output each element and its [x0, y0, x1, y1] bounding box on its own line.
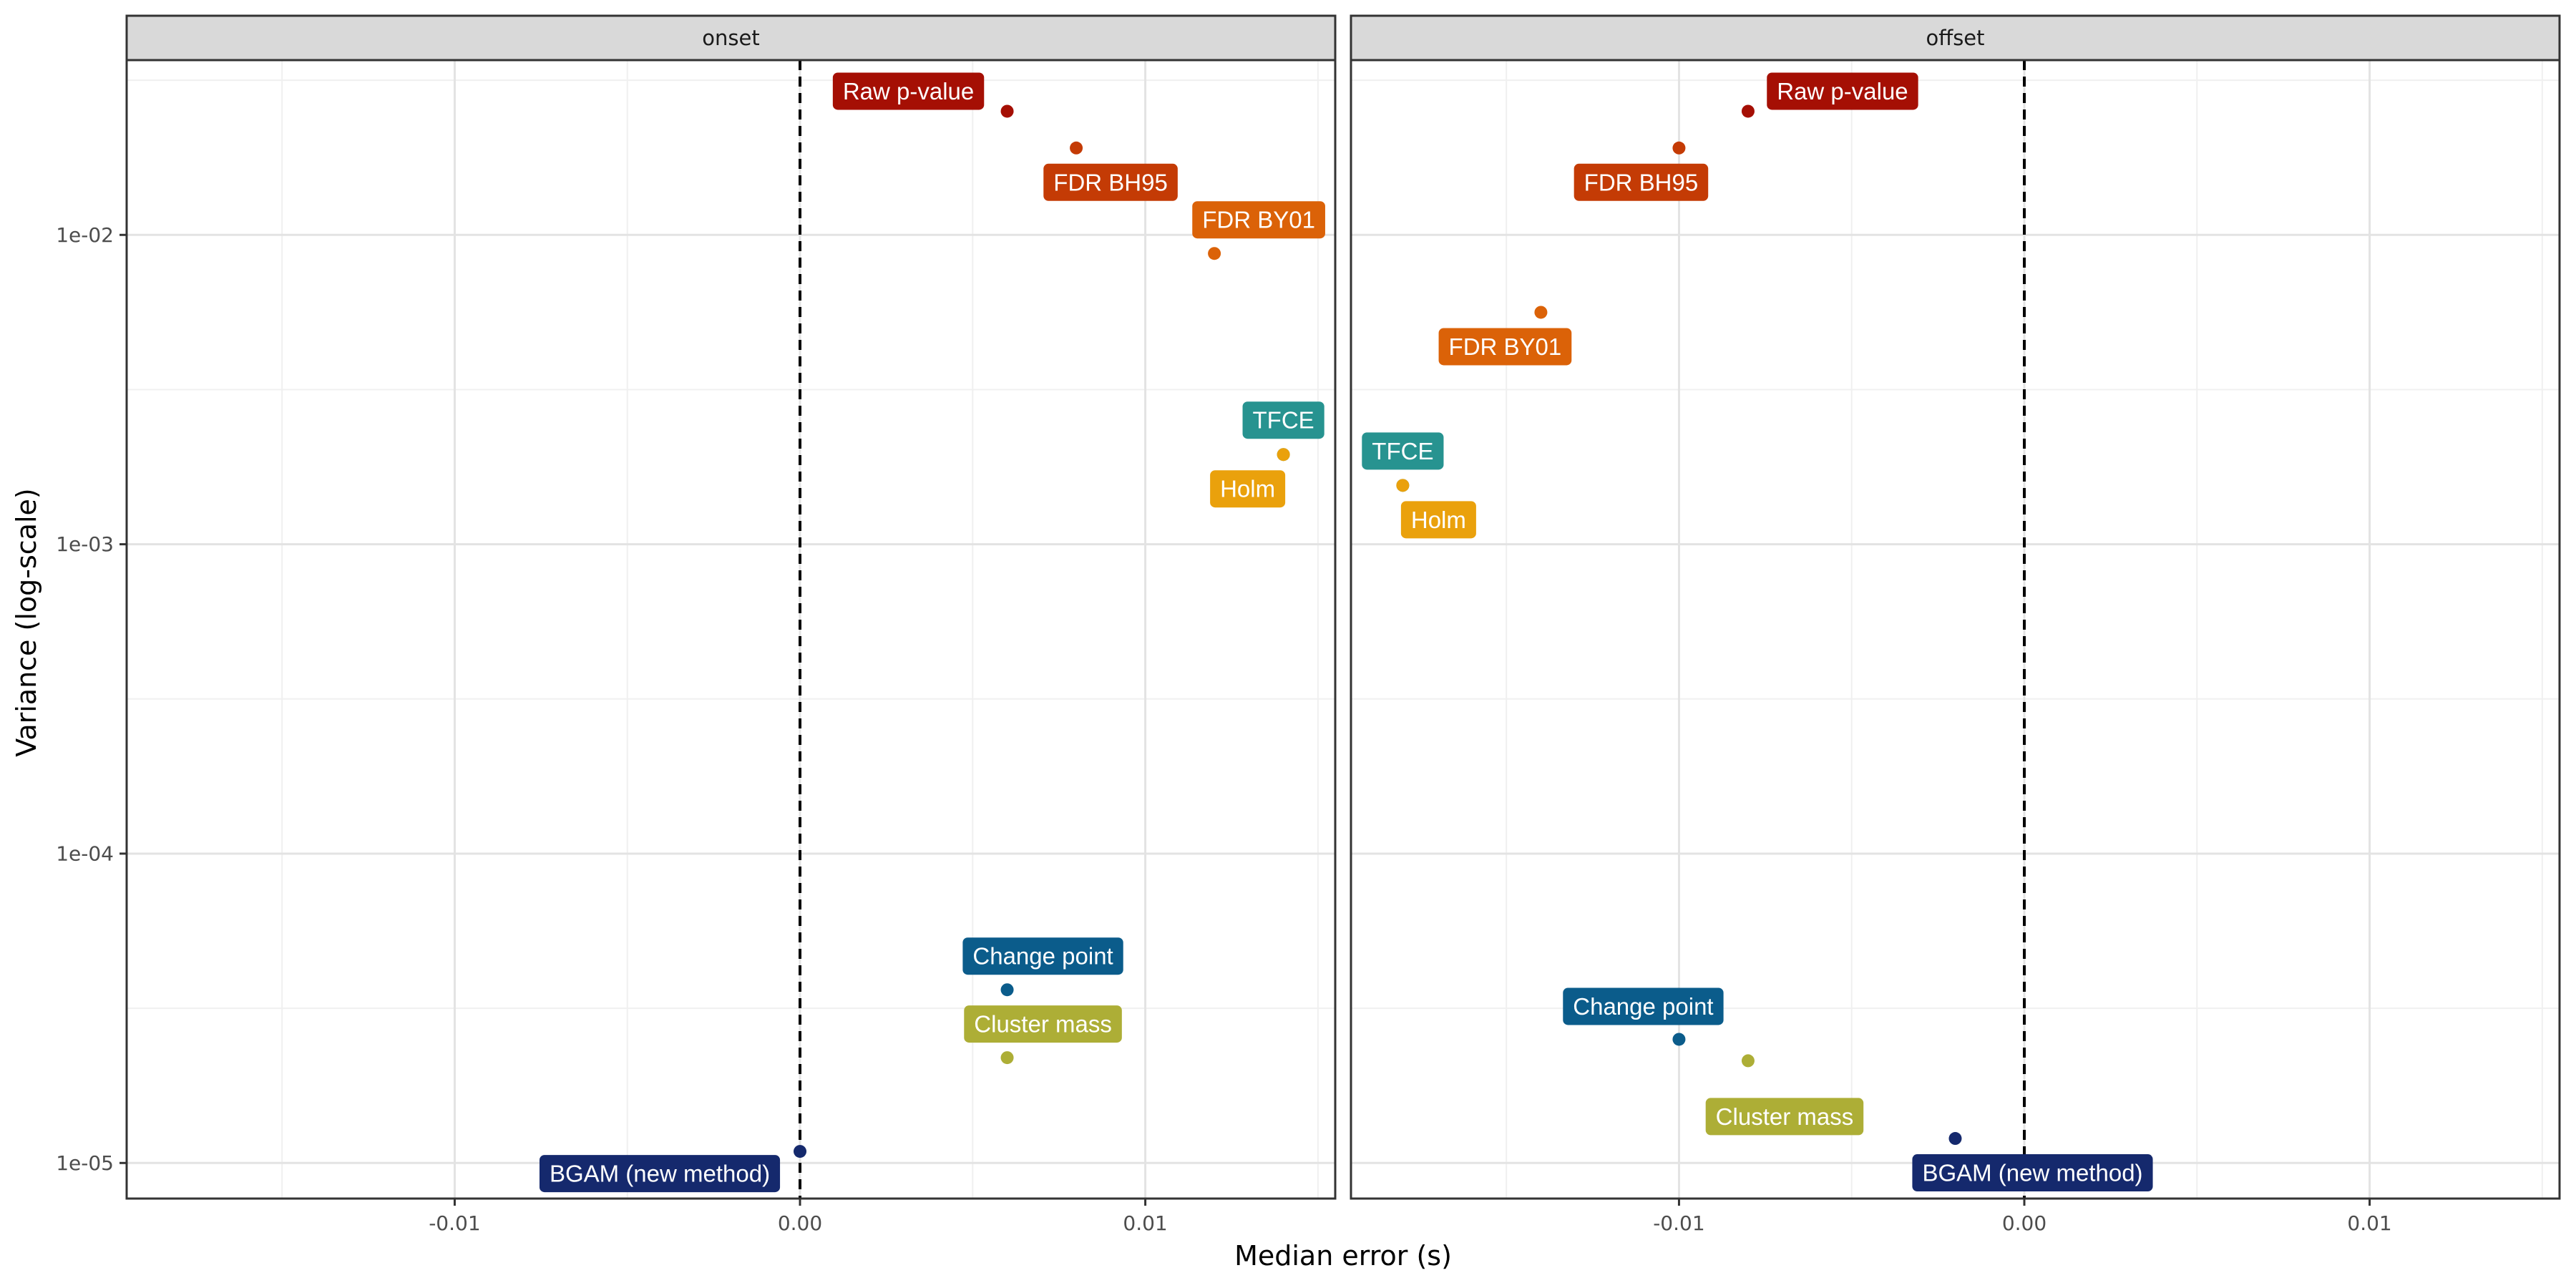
- data-point-fdr-bh95: [1672, 141, 1686, 155]
- point-label-box: [1563, 987, 1724, 1025]
- point-label-fdr-by01: FDR BY01: [1438, 328, 1572, 366]
- data-point-raw-p-value: [1741, 104, 1755, 118]
- point-label-box: [1438, 328, 1572, 366]
- x-axis: -0.01 0.00 0.01 -0.01 0.00 0.01: [429, 1199, 2392, 1235]
- point-label-holm: Holm: [1400, 501, 1476, 539]
- point-label-box: [539, 1155, 781, 1193]
- point-label-fdr-bh95: FDR BH95: [1574, 163, 1709, 201]
- point-label-box: [962, 937, 1123, 975]
- point-label-box: [1400, 501, 1476, 539]
- point-label-text: Cluster mass: [1716, 1103, 1854, 1130]
- x-tick-label: 0.00: [778, 1211, 822, 1235]
- x-tick-label: 0.00: [2002, 1211, 2046, 1235]
- data-point-cluster-mass: [1000, 1051, 1014, 1065]
- data-point-raw-p-value: [1000, 104, 1014, 118]
- point-label-fdr-bh95: FDR BH95: [1043, 163, 1178, 201]
- facet-strip-label: offset: [1926, 26, 1984, 50]
- point-label-text: Change point: [1573, 993, 1713, 1020]
- y-axis-title: Variance (log-scale): [11, 488, 42, 756]
- point-label-text: BGAM (new method): [550, 1161, 770, 1187]
- point-label-text: FDR BY01: [1449, 333, 1562, 360]
- point-label-text: FDR BH95: [1053, 169, 1168, 195]
- point-label-box: [1705, 1098, 1864, 1136]
- x-tick-label: -0.01: [429, 1211, 480, 1235]
- point-label-text: Change point: [972, 943, 1113, 970]
- point-label-box: [1192, 201, 1325, 239]
- point-label-bgam-new-method: BGAM (new method): [1912, 1154, 2153, 1192]
- point-label-text: Holm: [1411, 507, 1466, 533]
- panel-onset: Raw p-value FDR BH95 FDR BY01 TFCE Holm Chang…: [125, 14, 1337, 1200]
- point-label-raw-p-value: Raw p-value: [1767, 72, 1918, 110]
- point-label-text: Raw p-value: [843, 78, 974, 104]
- point-label-holm: Holm: [1210, 470, 1286, 508]
- point-label-change-point: Change point: [1563, 987, 1724, 1025]
- point-label-text: Holm: [1220, 476, 1275, 502]
- point-label-box: [1362, 432, 1444, 470]
- panel-offset: Raw p-value FDR BH95 FDR BY01 TFCE Holm Chang…: [1350, 14, 2561, 1200]
- point-label-text: FDR BY01: [1202, 207, 1315, 233]
- data-point-cluster-mass: [1741, 1054, 1755, 1068]
- point-label-box: [1043, 163, 1178, 201]
- point-label-cluster-mass: Cluster mass: [1705, 1098, 1864, 1136]
- x-tick-label: 0.01: [1123, 1211, 1167, 1235]
- point-label-change-point: Change point: [962, 937, 1123, 975]
- data-point-fdr-bh95: [1070, 141, 1083, 155]
- point-label-text: FDR BH95: [1584, 169, 1699, 195]
- point-label-box: [964, 1005, 1122, 1043]
- data-point-holm: [1396, 479, 1410, 492]
- data-point-holm: [1277, 448, 1290, 462]
- data-point-change-point: [1000, 983, 1014, 997]
- point-label-box: [832, 72, 985, 110]
- y-tick-label: 1e-03: [56, 532, 114, 556]
- y-tick-label: 1e-02: [56, 223, 114, 247]
- point-label-box: [1242, 401, 1324, 439]
- data-point-change-point: [1672, 1033, 1686, 1046]
- point-label-box: [1210, 470, 1286, 508]
- y-tick-label: 1e-05: [56, 1151, 114, 1175]
- data-point-bgam-new-method: [794, 1145, 807, 1158]
- point-label-bgam-new-method: BGAM (new method): [539, 1155, 781, 1193]
- y-axis: 1e-05 1e-04 1e-03 1e-02: [56, 223, 127, 1175]
- plot-background: [1351, 60, 2560, 1199]
- point-label-text: Cluster mass: [974, 1011, 1112, 1038]
- point-label-text: Raw p-value: [1777, 78, 1908, 104]
- point-label-raw-p-value: Raw p-value: [832, 72, 985, 110]
- data-point-fdr-by01: [1208, 247, 1221, 260]
- panels-layer: Raw p-value FDR BH95 FDR BY01 TFCE Holm Chang…: [125, 14, 2561, 1200]
- point-label-tfce: TFCE: [1362, 432, 1444, 470]
- y-tick-label: 1e-04: [56, 841, 114, 865]
- x-tick-label: -0.01: [1653, 1211, 1704, 1235]
- point-label-cluster-mass: Cluster mass: [964, 1005, 1122, 1043]
- x-tick-label: 0.01: [2347, 1211, 2391, 1235]
- x-axis-title: Median error (s): [1234, 1240, 1452, 1272]
- facet-strip: [1350, 14, 2561, 62]
- facet-strip-label: onset: [702, 26, 759, 50]
- point-label-box: [1574, 163, 1709, 201]
- point-label-fdr-by01: FDR BY01: [1192, 201, 1325, 239]
- point-label-tfce: TFCE: [1242, 401, 1324, 439]
- data-point-bgam-new-method: [1948, 1132, 1962, 1146]
- point-label-text: TFCE: [1372, 438, 1433, 464]
- facet-strip: [125, 14, 1337, 62]
- point-label-box: [1767, 72, 1918, 110]
- point-label-box: [1912, 1154, 2153, 1192]
- plot-background: [127, 60, 1335, 1199]
- data-point-fdr-by01: [1534, 306, 1548, 319]
- point-label-text: TFCE: [1253, 407, 1314, 434]
- point-label-text: BGAM (new method): [1922, 1160, 2142, 1186]
